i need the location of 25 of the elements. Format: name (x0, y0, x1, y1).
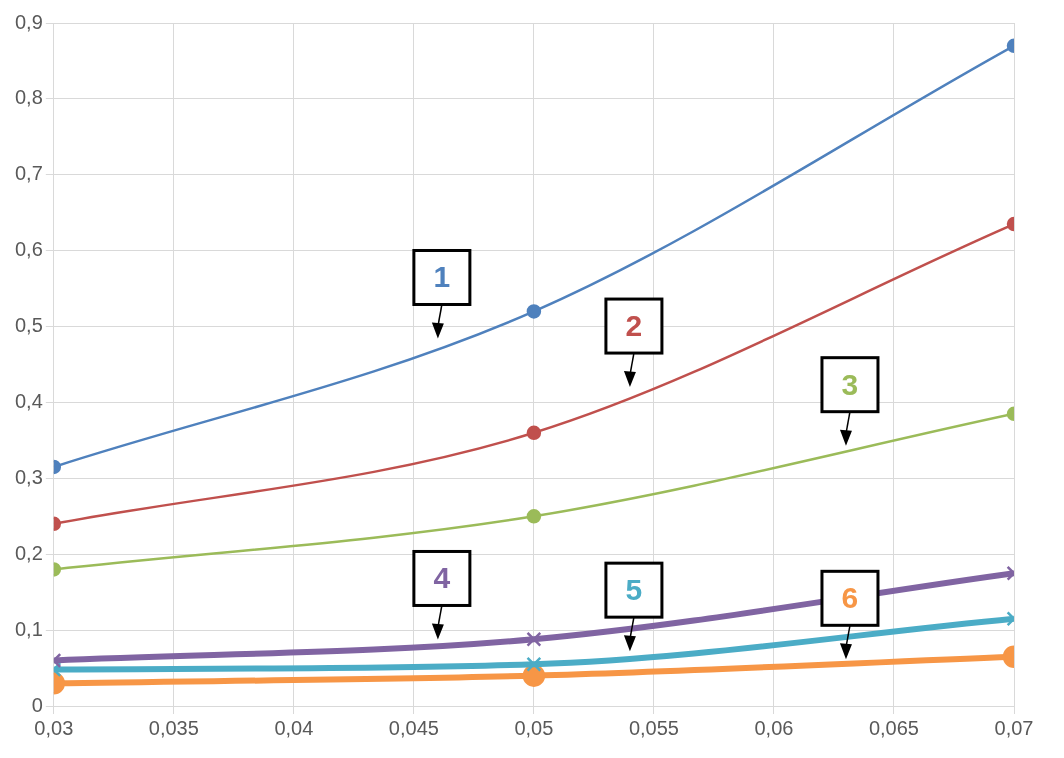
series-label: 5 (625, 573, 643, 607)
y-tick-label: 0 (31, 693, 43, 716)
y-tick-label: 0,7 (14, 162, 43, 185)
series-label: 1 (433, 260, 451, 294)
x-tick-label: 0,045 (388, 716, 439, 739)
y-tick-label: 0,4 (14, 389, 43, 412)
y-tick-label: 0,6 (14, 238, 43, 261)
series-label: 6 (841, 581, 859, 615)
y-tick-label: 0,8 (14, 86, 43, 109)
x-tick-label: 0,04 (274, 716, 314, 739)
y-tick-label: 0,2 (14, 541, 43, 564)
x-tick-label: 0,05 (514, 716, 554, 739)
series-label: 3 (841, 367, 859, 401)
x-tick-label: 0,035 (148, 716, 199, 739)
y-tick-label: 0,5 (14, 314, 43, 337)
series-label: 4 (433, 561, 451, 595)
x-tick-label: 0,07 (994, 716, 1034, 739)
x-tick-label: 0,055 (628, 716, 679, 739)
x-tick-label: 0,06 (754, 716, 794, 739)
x-tick-label: 0,03 (34, 716, 74, 739)
x-tick-label: 0,065 (868, 716, 920, 739)
series-label: 2 (625, 309, 643, 343)
y-tick-label: 0,1 (14, 617, 43, 640)
y-tick-label: 0,9 (14, 10, 43, 33)
y-tick-label: 0,3 (14, 465, 43, 488)
